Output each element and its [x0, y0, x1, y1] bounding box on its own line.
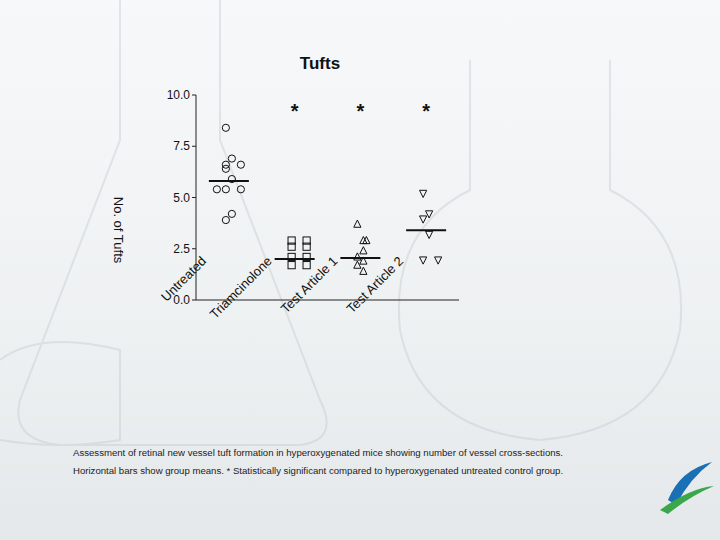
significance-marker: *	[356, 100, 364, 122]
data-point	[222, 216, 229, 223]
significance-marker: *	[291, 100, 299, 122]
data-point	[237, 161, 244, 168]
data-point	[426, 231, 433, 238]
data-point	[222, 161, 229, 168]
y-tick-label: 10.0	[167, 88, 191, 102]
data-point	[288, 243, 295, 250]
y-tick	[192, 146, 196, 147]
data-point	[222, 186, 229, 193]
group-mean	[275, 258, 315, 260]
chart-title: Tufts	[300, 54, 340, 73]
data-point	[354, 261, 361, 268]
background-decor	[0, 0, 681, 445]
y-tick-label: 7.5	[173, 139, 190, 153]
data-point	[360, 267, 367, 274]
y-tick-label: 5.0	[173, 191, 190, 205]
y-tick	[192, 95, 196, 96]
data-point	[354, 220, 361, 227]
y-tick	[192, 300, 196, 301]
data-point	[303, 243, 310, 250]
data-point	[228, 210, 235, 217]
data-point	[420, 216, 427, 223]
logo	[660, 462, 714, 514]
y-axis-label: No. of Tufts	[111, 197, 126, 264]
y-tick	[192, 248, 196, 249]
group-mean	[340, 257, 380, 259]
x-tick-label: Triamcinolone	[207, 254, 275, 322]
y-tick-label: 2.5	[173, 242, 190, 256]
caption: Assessment of retinal new vessel tuft fo…	[73, 447, 563, 458]
data-point	[303, 262, 310, 269]
flask	[18, 0, 326, 445]
data-point	[237, 186, 244, 193]
x-tick-label: Test Article 1	[278, 254, 341, 317]
logo-swoosh	[668, 462, 712, 505]
data-point	[222, 165, 229, 172]
data-point	[288, 262, 295, 269]
flask	[0, 342, 120, 445]
data-point	[213, 186, 220, 193]
data-point	[360, 247, 367, 254]
x-tick-label: Test Article 2	[344, 254, 407, 317]
data-point	[420, 190, 427, 197]
group-mean	[406, 229, 446, 231]
x-tick-label: Untreated	[158, 254, 209, 305]
flask	[399, 60, 681, 440]
data-point	[420, 257, 427, 264]
significance-marker: *	[422, 100, 430, 122]
logo-swoosh	[660, 486, 714, 514]
data-point	[222, 124, 229, 131]
data-point	[228, 155, 235, 162]
caption: Horizontal bars show group means. * Stat…	[73, 465, 563, 476]
data-point	[363, 236, 370, 243]
plot-marks	[209, 124, 446, 274]
data-point	[435, 257, 442, 264]
y-tick	[192, 197, 196, 198]
group-mean	[209, 180, 249, 182]
